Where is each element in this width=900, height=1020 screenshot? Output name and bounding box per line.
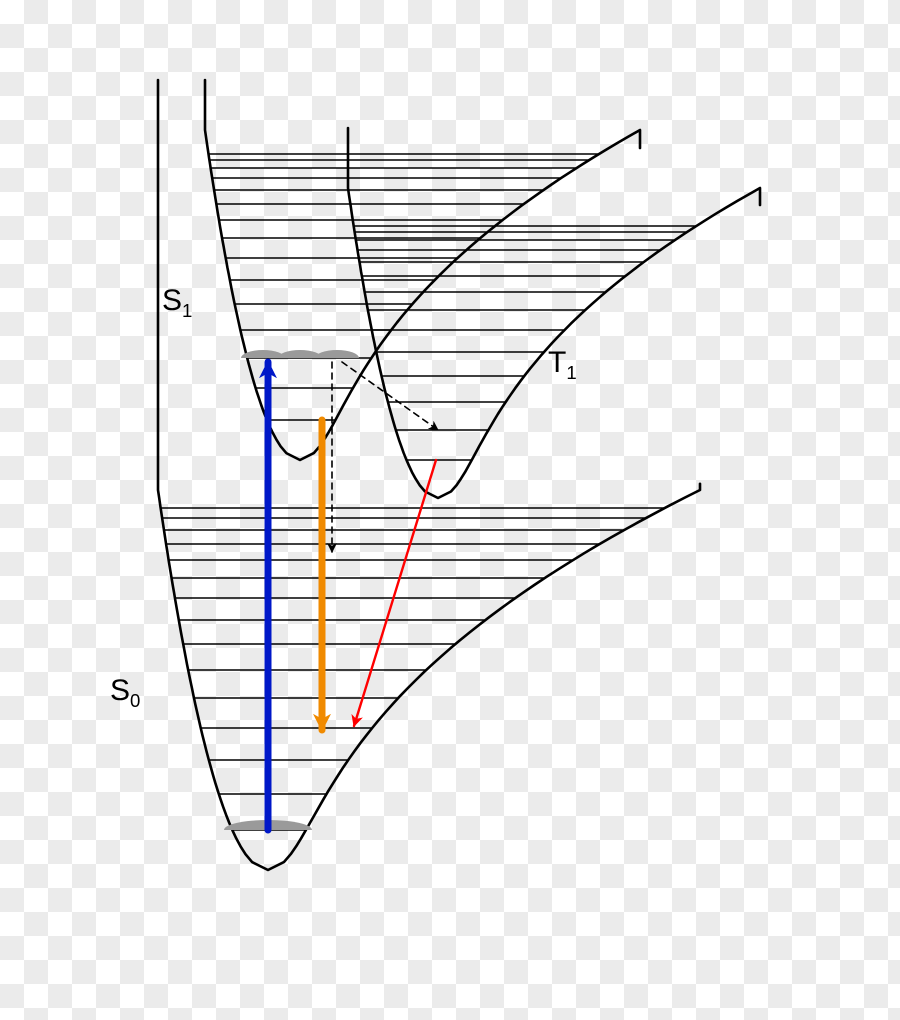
diagram-stage: S1 T1 S0 xyxy=(0,0,900,1020)
label-s0-text: S xyxy=(110,674,130,707)
label-s1: S1 xyxy=(162,286,192,321)
label-s0: S0 xyxy=(110,676,140,711)
label-s0-sub: 0 xyxy=(130,690,140,711)
label-s1-text: S xyxy=(162,284,182,317)
energy-diagram-svg xyxy=(0,0,900,1020)
label-s1-sub: 1 xyxy=(182,300,192,321)
label-t1-sub: 1 xyxy=(566,362,576,383)
label-t1-text: T xyxy=(548,346,566,379)
label-t1: T1 xyxy=(548,348,577,383)
